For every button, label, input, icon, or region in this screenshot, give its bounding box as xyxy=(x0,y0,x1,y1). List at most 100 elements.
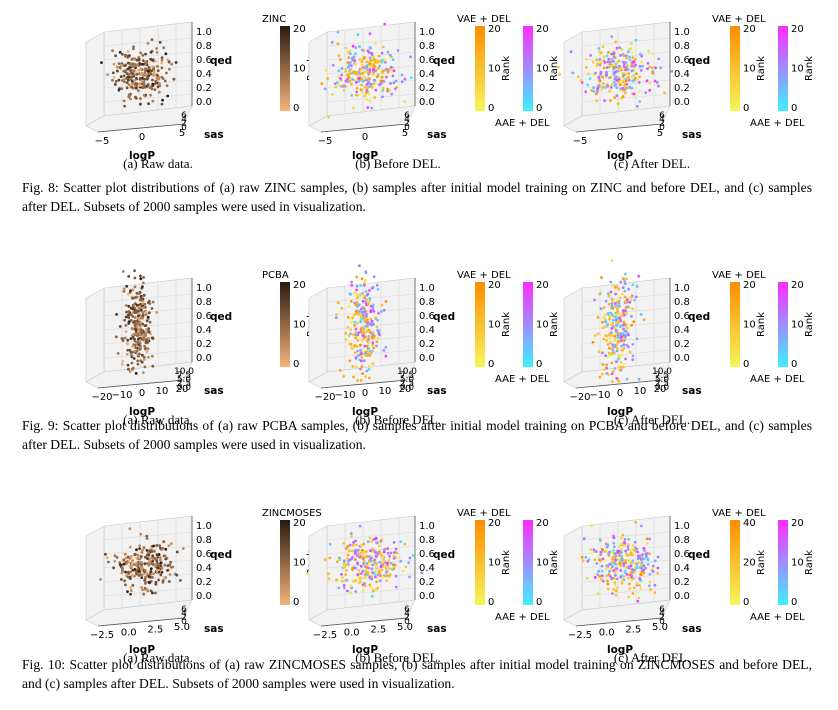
fig1-panel0-point xyxy=(133,333,136,336)
fig2-panel2-point xyxy=(623,544,626,547)
fig2-panel1-point xyxy=(362,561,365,565)
fig0-panel0-x-label: logP xyxy=(129,150,155,162)
fig1-panel0-y-tick: 5.0 xyxy=(177,375,192,385)
fig2-panel0-y-label: sas xyxy=(204,623,224,635)
fig0-panel1-point xyxy=(320,82,324,86)
fig2-panel1-point xyxy=(351,549,354,553)
fig0-panel1-point xyxy=(347,63,351,67)
fig0-panel0-point xyxy=(113,83,117,86)
fig0-panel0-y-label: sas xyxy=(204,129,224,141)
fig0-panel2-point xyxy=(597,47,601,50)
fig2-panel2-x-axis-line xyxy=(575,617,663,627)
fig1-panel0-point xyxy=(141,314,145,317)
fig0-panel1-point xyxy=(368,56,372,60)
fig0-panel2-colorbar-0-title: VAE + DEL xyxy=(712,14,766,25)
fig1-panel2-point xyxy=(620,348,624,352)
fig1-panel1-point xyxy=(356,338,360,342)
fig2-panel0-point xyxy=(156,566,160,570)
fig0-panel1-point xyxy=(365,60,369,64)
fig1-panel2-point xyxy=(611,370,615,373)
fig0-panel0-point xyxy=(129,69,132,72)
fig0-panel0-z-tick: 0.8 xyxy=(196,41,212,52)
fig1-panel0-point xyxy=(144,339,148,343)
fig2-panel0-point xyxy=(128,575,132,579)
fig1-panel1-z-tick: 0.8 xyxy=(419,297,435,308)
fig0-panel0-point xyxy=(135,82,139,86)
fig1-panel2-point xyxy=(613,338,617,342)
fig2-panel2-point xyxy=(641,553,644,557)
fig2-panel1-y-label: sas xyxy=(427,623,447,635)
fig2-panel2-point xyxy=(640,561,644,564)
fig2-panel1-point xyxy=(374,566,378,570)
fig0-panel0-y-tick: 0 xyxy=(181,123,187,133)
fig0-panel1-point xyxy=(364,78,368,82)
fig0-panel0-colorbar-0-tick: 20 xyxy=(293,24,306,35)
fig1-panel1-point xyxy=(346,326,350,329)
fig1-panel1-point xyxy=(371,362,375,366)
fig0-panel2-point xyxy=(627,48,631,51)
fig0-panel2-point xyxy=(632,64,636,68)
fig2-panel2-point xyxy=(656,566,660,570)
fig1-panel0-colorbar-0-tick: 20 xyxy=(293,280,306,291)
fig1-panel2-point xyxy=(610,372,614,376)
fig1-panel2-point xyxy=(601,372,604,376)
fig2-panel2-point xyxy=(627,537,631,541)
fig1-panel0-point xyxy=(139,303,142,306)
fig0-panel1-point xyxy=(363,75,367,79)
fig0-panel2-colorbar-0-tick: 0 xyxy=(743,103,749,114)
fig0-panel1-point xyxy=(354,62,357,66)
fig2-panel2-point xyxy=(635,564,639,568)
fig0-panel0-point xyxy=(126,55,130,59)
fig2-panel0-point xyxy=(159,546,162,550)
fig2-panel1-x-tick: 0.0 xyxy=(344,627,360,638)
fig0-panel2-point xyxy=(634,38,638,42)
fig2-panel1-point xyxy=(349,591,353,595)
fig1-panel2-point xyxy=(622,343,626,347)
fig2-panel2-point xyxy=(590,524,594,527)
fig1-panel1-gridline xyxy=(326,335,416,345)
fig2-panel0-point xyxy=(158,544,162,547)
fig0-panel2-point xyxy=(635,72,638,75)
fig1-panel2-point xyxy=(604,325,607,329)
fig2-panel1-colorbar-1-tick: 0 xyxy=(536,597,542,608)
fig0-panel2-point xyxy=(647,50,651,53)
fig0-panel0-point xyxy=(137,68,141,72)
fig2-panel2-point xyxy=(642,546,646,550)
fig0-panel1-z-tick: 0.4 xyxy=(419,69,435,80)
fig0-panel2-point xyxy=(620,48,624,51)
fig1-panel1-point xyxy=(361,299,365,303)
fig0-panel1-point xyxy=(391,58,395,62)
fig0-panel0-point xyxy=(127,78,130,82)
fig1-panel1-z-tick: 0.6 xyxy=(419,311,435,322)
fig0-panel0-colorbar-0 xyxy=(280,26,290,111)
fig2-panel1-colorbar-0-tick: 10 xyxy=(488,558,501,569)
fig1-panel2-point xyxy=(609,333,613,337)
fig2-panel2-point xyxy=(641,557,644,561)
fig1-panel2-side-pane xyxy=(563,287,583,383)
fig1-panel2-point xyxy=(620,335,623,338)
fig2-panel2-point xyxy=(606,579,609,583)
fig0-panel2-point xyxy=(618,83,622,87)
fig0-panel2-point xyxy=(624,54,628,57)
fig1-panel1-point xyxy=(375,325,379,329)
fig0-panel1-point xyxy=(327,115,330,119)
fig1-panel2-point xyxy=(624,272,627,276)
fig1-panel0-point xyxy=(136,362,140,366)
fig0-subcaption-1: (b) Before DEL. xyxy=(355,156,441,171)
fig0-panel1-point xyxy=(393,87,397,91)
fig1-panel0-y-label: sas xyxy=(204,385,224,397)
fig2-panel0-point xyxy=(163,554,167,558)
fig0-panel2-point xyxy=(670,69,674,73)
fig2-panel2-point xyxy=(646,558,650,562)
fig0-panel2-point xyxy=(663,91,666,95)
fig2-panel1-point xyxy=(384,570,388,574)
fig2-panel1-point xyxy=(363,582,367,585)
fig1-panel2-colorbar-0-tick: 20 xyxy=(743,280,756,291)
fig1-panel2-point xyxy=(615,324,618,327)
fig2-panel0-colorbar-0-title: ZINCMOSES xyxy=(262,508,322,519)
fig2-panel2-point xyxy=(631,544,635,548)
fig1-panel1-point xyxy=(362,281,366,285)
fig2-panel0-z-tick: 0.6 xyxy=(196,549,212,560)
fig1-panel1-point xyxy=(368,354,372,358)
fig0-panel0-point xyxy=(117,78,121,82)
